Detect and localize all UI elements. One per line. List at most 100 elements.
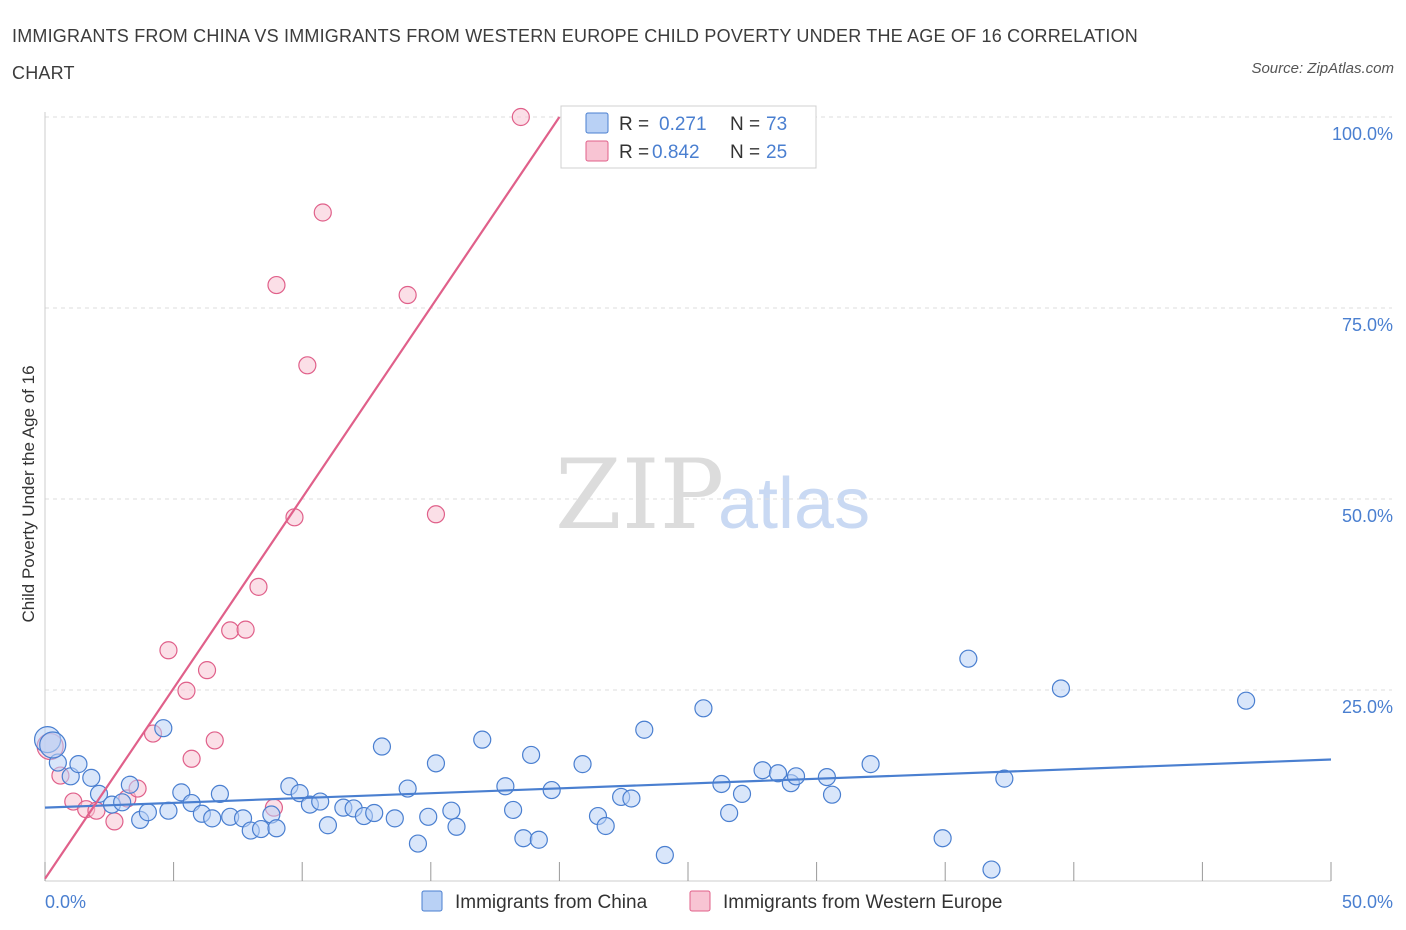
china-point-38 [426, 754, 446, 773]
china-point-50 [596, 816, 615, 836]
china-point-52 [622, 789, 641, 808]
legend-r-value-western-europe: 0.842 [652, 142, 700, 163]
china-point-33 [372, 737, 392, 756]
western-europe-point-13 [205, 731, 224, 750]
china-point-56 [712, 774, 731, 794]
china-point-48 [573, 755, 592, 774]
china-point-62 [786, 767, 806, 786]
western-europe-point-21 [313, 203, 332, 222]
china-point-3 [69, 755, 88, 774]
western-europe-point-24 [511, 107, 530, 127]
china-point-27 [311, 792, 330, 811]
bottom-legend-label-china: Immigrants from China [455, 892, 648, 913]
china-point-44 [514, 829, 533, 848]
legend-n-value-china: 73 [766, 114, 787, 135]
china-point-47 [542, 780, 561, 800]
western-europe-point-5 [105, 812, 124, 831]
china-point-39 [442, 801, 461, 820]
trend-lines [44, 116, 1332, 880]
china-point-5 [89, 784, 109, 804]
legend-r-value-china: 0.271 [659, 114, 707, 135]
bottom-legend-swatch-china [421, 890, 443, 912]
watermark-zip: ZIP [555, 439, 724, 551]
legend-swatch-china [585, 112, 609, 134]
western-europe-point-12 [197, 661, 217, 680]
china-point-21 [251, 819, 271, 839]
legend-swatch-western-europe [585, 140, 609, 162]
china-point-17 [210, 784, 229, 804]
china-point-64 [822, 785, 842, 804]
western-europe-point-23 [426, 505, 446, 524]
china-point-23 [267, 819, 286, 838]
source-credit: Source: ZipAtlas.com [1251, 60, 1394, 77]
china-point-55 [694, 699, 713, 718]
western-europe-point-9 [159, 641, 178, 660]
western-europe-point-22 [398, 285, 417, 305]
y-tick-label-3: 25.0% [1342, 697, 1393, 717]
china-point-68 [982, 860, 1001, 879]
legend-n-label-china: N = [730, 114, 760, 135]
china-point-72 [39, 731, 67, 759]
china-point-28 [318, 816, 338, 835]
legend-n-value-western-europe: 25 [766, 142, 787, 163]
y-tick-label-0: 100.0% [1332, 124, 1393, 144]
x-tick-label-1: 50.0% [1342, 892, 1393, 912]
bottom-legend-label-western-europe: Immigrants from Western Europe [723, 892, 1002, 913]
china-point-58 [732, 784, 752, 804]
china-point-34 [385, 809, 404, 828]
china-point-57 [720, 803, 739, 823]
china-point-65 [861, 755, 880, 774]
china-point-54 [655, 845, 674, 865]
china-point-40 [447, 817, 466, 836]
china-point-42 [496, 777, 515, 796]
western-europe-trend-line [44, 116, 561, 880]
china-point-59 [753, 761, 772, 780]
watermark-atlas: atlas [718, 464, 870, 544]
china-point-35 [398, 779, 417, 798]
china-point-70 [1051, 679, 1071, 698]
western-europe-point-15 [236, 620, 255, 639]
y-tick-label-2: 50.0% [1342, 506, 1393, 526]
china-point-66 [933, 829, 952, 848]
y-tick-labels: 100.0% 75.0% 50.0% 25.0% [1332, 124, 1393, 717]
y-tick-label-1: 75.0% [1342, 315, 1393, 335]
china-point-69 [995, 769, 1014, 788]
china-points [33, 649, 1256, 879]
china-point-53 [635, 720, 654, 739]
china-trend-line [44, 758, 1332, 809]
china-point-8 [120, 775, 139, 794]
western-europe-point-16 [249, 577, 268, 596]
china-point-10 [138, 803, 157, 822]
correlation-legend: R = 0.271 N = 73 R = 0.842 N = 25 [560, 105, 817, 169]
china-point-46 [529, 830, 548, 849]
china-point-16 [203, 809, 222, 828]
china-point-32 [365, 803, 384, 823]
series-legend: Immigrants from China Immigrants from We… [421, 890, 1002, 913]
x-tick-labels: 0.0% 50.0% [45, 892, 1393, 912]
china-point-41 [473, 730, 492, 749]
western-europe-point-10 [177, 681, 196, 700]
china-point-37 [419, 807, 438, 826]
western-europe-point-18 [267, 275, 286, 295]
gridlines [45, 116, 1392, 691]
x-tick-label-0: 0.0% [45, 892, 86, 912]
china-point-12 [159, 801, 178, 820]
legend-r-label-western-europe: R = [619, 142, 649, 163]
western-europe-point-14 [221, 621, 240, 640]
western-europe-points [36, 107, 530, 831]
china-point-67 [959, 649, 978, 668]
china-point-11 [154, 719, 173, 738]
china-point-60 [768, 764, 788, 783]
china-point-7 [113, 793, 132, 812]
china-point-4 [82, 768, 101, 787]
china-point-45 [522, 745, 541, 765]
china-point-43 [504, 800, 523, 820]
legend-r-label-china: R = [619, 114, 649, 135]
chart-title: IMMIGRANTS FROM CHINA VS IMMIGRANTS FROM… [12, 26, 1138, 83]
western-europe-point-20 [298, 356, 317, 375]
bottom-legend-swatch-western-europe [689, 890, 711, 912]
y-axis-title: Child Poverty Under the Age of 16 [19, 365, 38, 622]
china-point-36 [408, 834, 428, 853]
legend-n-label-western-europe: N = [730, 142, 760, 163]
